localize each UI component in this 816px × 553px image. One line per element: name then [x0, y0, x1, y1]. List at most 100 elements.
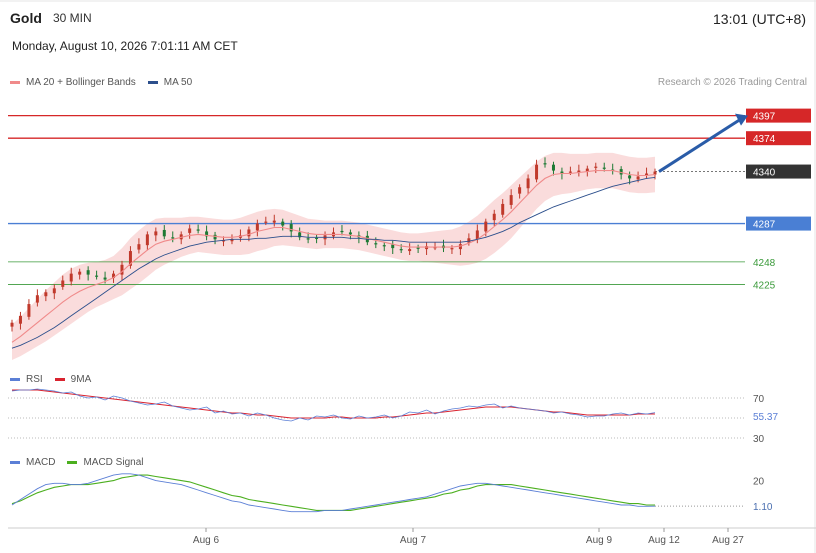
candle: [289, 220, 293, 238]
level-tag-label: 4287: [753, 220, 776, 231]
candle-body: [408, 249, 412, 252]
macd-signal-legend-label: MACD Signal: [83, 457, 144, 468]
level-tag-bg: [746, 216, 811, 231]
candle: [188, 224, 192, 239]
candle-body: [450, 248, 454, 250]
rsi-tick-30: 30: [753, 434, 765, 445]
resistance-tag-4374: 4374: [746, 131, 811, 146]
candle: [526, 174, 530, 195]
candle-body: [560, 171, 564, 174]
candle: [535, 159, 539, 183]
macd-legend-label: MACD: [26, 457, 56, 468]
candle: [86, 266, 90, 281]
candle-body: [95, 275, 99, 277]
level-tag-bg: [746, 108, 811, 123]
rsi-ma-legend-swatch: [54, 378, 65, 381]
candle: [222, 236, 226, 247]
x-tick-label: Aug 12: [648, 535, 680, 546]
candle-body: [86, 270, 90, 275]
candle-body: [196, 229, 200, 231]
candle: [145, 231, 149, 251]
candle: [78, 268, 82, 280]
candle: [543, 157, 547, 168]
candle-body: [467, 238, 471, 243]
candle-body: [416, 247, 420, 249]
candle: [171, 231, 175, 243]
candle: [433, 242, 437, 251]
level-tag-label: 4374: [753, 134, 776, 145]
candle: [509, 189, 513, 209]
candle-body: [213, 234, 217, 240]
macd-signal-legend-swatch: [67, 461, 78, 464]
candle: [112, 270, 116, 283]
bollinger-band: [12, 152, 655, 360]
macd-legend: MACD MACD Signal: [10, 457, 143, 468]
candle-body: [475, 230, 479, 240]
macd-last-value: 1.10: [753, 502, 773, 513]
candle-body: [645, 173, 649, 175]
candle: [205, 225, 209, 241]
candle-body: [264, 221, 268, 223]
price-legend: MA 20 + Bollinger Bands MA 50: [10, 77, 192, 88]
candle-body: [145, 234, 149, 246]
candle-body: [44, 292, 48, 297]
candle: [340, 225, 344, 236]
clock-label: 13:01 (UTC+8): [713, 11, 806, 27]
candle-body: [162, 229, 166, 237]
candle-body: [551, 164, 555, 171]
macd-signal-line: [11, 474, 655, 511]
forecast-arrow-head: [735, 113, 748, 126]
datetime-label: Monday, August 10, 2026 7:01:11 AM CET: [12, 39, 238, 53]
candle-body: [526, 178, 530, 189]
candle: [264, 216, 268, 226]
candle-body: [653, 171, 657, 175]
candle: [162, 225, 166, 240]
rsi-ma-legend-label: 9MA: [70, 374, 92, 385]
candle-body: [509, 195, 513, 205]
candle-body: [543, 163, 547, 165]
x-tick-label: Aug 7: [400, 535, 427, 546]
candle: [154, 227, 158, 242]
candle-body: [289, 224, 293, 232]
candle: [348, 229, 352, 240]
rsi-ma-line: [12, 389, 655, 419]
candle: [120, 260, 124, 281]
candle-body: [518, 187, 522, 194]
symbol-title: Gold: [10, 10, 42, 26]
x-tick-label: Aug 6: [193, 535, 220, 546]
candle-body: [340, 230, 344, 233]
candle: [551, 161, 555, 176]
ma50-line: [11, 176, 656, 349]
last_price-tag-4340: 4340: [746, 164, 811, 179]
candle-body: [602, 167, 606, 169]
candle: [501, 199, 505, 218]
candle: [594, 162, 598, 174]
candle-body: [306, 238, 310, 240]
candle: [255, 219, 259, 237]
candle-body: [619, 169, 623, 175]
candle-body: [171, 237, 175, 239]
rsi-legend: RSI 9MA: [10, 374, 91, 385]
candle: [272, 214, 276, 227]
candle: [213, 231, 217, 245]
candle-body: [281, 221, 285, 226]
candle-body: [484, 221, 488, 232]
candle-body: [35, 295, 39, 303]
candle-body: [52, 288, 56, 294]
forecast-arrow-shaft: [658, 118, 741, 173]
support-label-4225: 4225: [753, 280, 776, 291]
candle: [298, 227, 302, 241]
candle-body: [399, 249, 403, 251]
rsi-last-value: 55.37: [753, 412, 778, 423]
candle-body: [247, 229, 251, 237]
ma20-line: [11, 170, 656, 343]
macd-tick-20: 20: [753, 477, 765, 488]
candle: [391, 240, 395, 254]
candle: [10, 319, 14, 332]
candle: [69, 267, 73, 286]
candle-body: [298, 232, 302, 238]
candle: [52, 284, 56, 300]
copyright-label: Research © 2026 Trading Central: [657, 77, 807, 88]
candle-body: [10, 322, 14, 327]
